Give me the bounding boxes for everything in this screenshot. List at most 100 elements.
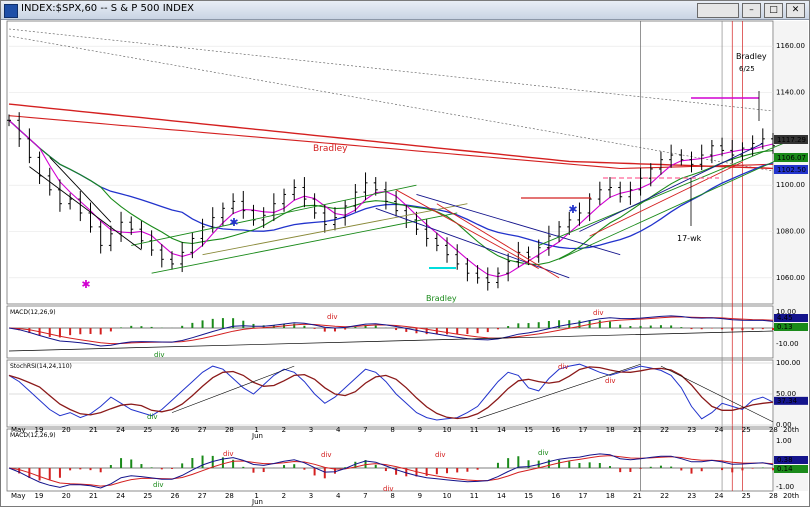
- price-bar: [689, 151, 694, 173]
- date-tick-label: 23: [687, 492, 696, 500]
- macd-value-box: [774, 323, 808, 331]
- date-tick-label: 22: [660, 426, 669, 434]
- close-icon[interactable]: ✕: [786, 3, 805, 18]
- app-icon: [4, 4, 18, 18]
- panel-frames: [6, 20, 774, 492]
- date-tick-label: 24: [116, 492, 125, 500]
- macd-line: [8, 315, 774, 347]
- channel-line: [589, 161, 743, 237]
- stoch-trendline: [660, 365, 774, 423]
- date-tick-label: 19: [35, 426, 44, 434]
- date-tick-label: 20: [62, 492, 71, 500]
- date-tick-label: 2: [282, 492, 286, 500]
- price-bar: [88, 202, 93, 233]
- channel-line: [131, 184, 417, 246]
- stochrsi-line: [8, 363, 774, 421]
- date-tick-label: 10: [443, 426, 452, 434]
- price-bar: [465, 258, 470, 282]
- price-bar: [445, 237, 450, 263]
- price-bar: [57, 179, 62, 212]
- price-bar: [628, 181, 633, 205]
- date-tick-label: 28: [225, 492, 234, 500]
- date-tick-label: 14: [497, 426, 506, 434]
- date-tick-label: 28: [769, 492, 778, 500]
- macd-value-box: [774, 314, 808, 322]
- price-bar: [475, 265, 480, 284]
- price-bar: [129, 216, 134, 235]
- price-bar: [709, 139, 714, 164]
- date-tick-label: 24: [715, 492, 724, 500]
- price-bar: [312, 193, 317, 219]
- price-bar: [302, 177, 307, 208]
- price-bar: [424, 218, 429, 247]
- minimize-icon[interactable]: –: [742, 3, 761, 18]
- ma-red-long-2: [8, 115, 774, 170]
- annotation-label: div: [605, 377, 616, 385]
- channel-line: [151, 212, 458, 274]
- date-tick-label: 25: [143, 426, 152, 434]
- date-tick-label: 27: [198, 426, 207, 434]
- annotation-label: div: [435, 451, 446, 459]
- date-tick-label: 28: [225, 426, 234, 434]
- price-bar: [27, 128, 32, 164]
- stoch-trendline: [477, 363, 641, 420]
- price-bar: [455, 244, 460, 270]
- stochrsi-panel-frame: [6, 359, 774, 428]
- stoch-y-tick-label: 0.00: [776, 421, 792, 429]
- price-y-tick-label: 1160.00: [776, 42, 805, 50]
- window-titlebar: INDEX:$SPX,60 -- S & P 500 INDEX – □ ✕: [1, 1, 809, 20]
- price-bar: [7, 114, 11, 127]
- date-tick-label: 11: [470, 426, 479, 434]
- price-bar: [251, 204, 256, 226]
- macd2-panel-label: MACD(12,26,9): [10, 432, 56, 439]
- date-tick-label: 21: [89, 426, 98, 434]
- date-tick-label: 19: [35, 492, 44, 500]
- annotation-label: div: [147, 413, 158, 421]
- price-bar: [669, 144, 674, 168]
- month-tick-label: 20th: [783, 492, 799, 500]
- macd2-y-tick-label: -1.00: [776, 483, 794, 491]
- stoch-y-tick-label: 100.00: [776, 359, 801, 367]
- macd-y-tick-label: -10.00: [776, 340, 799, 348]
- date-tick-label: 16: [551, 492, 560, 500]
- price-bar: [577, 202, 582, 226]
- date-tick-label: 4: [336, 426, 341, 434]
- date-tick-label: 9: [418, 426, 422, 434]
- date-tick-label: 3: [309, 426, 313, 434]
- ma-red-long: [8, 103, 774, 170]
- ma-green: [8, 119, 774, 265]
- date-tick-label: 25: [143, 492, 152, 500]
- date-tick-label: 18: [606, 426, 615, 434]
- date-tick-label: 17: [579, 426, 588, 434]
- macd-value-box-label: 4.45: [777, 314, 793, 322]
- price-bar: [241, 190, 246, 219]
- price-bar: [658, 151, 663, 175]
- macd-y-tick-label: 10.00: [776, 308, 796, 316]
- price-bar: [373, 177, 378, 196]
- price-bar: [139, 221, 144, 249]
- price-bar: [343, 200, 348, 226]
- maximize-icon[interactable]: □: [764, 3, 783, 18]
- date-tick-label: 17: [579, 492, 588, 500]
- price-bar: [282, 188, 287, 212]
- price-bar: [495, 267, 500, 289]
- price-value-box-label: 1117.29: [777, 136, 806, 144]
- date-tick-label: 16: [551, 426, 560, 434]
- channel-line: [579, 143, 764, 232]
- date-tick-label: 11: [470, 492, 479, 500]
- price-bar: [699, 144, 704, 171]
- price-bar: [771, 133, 775, 154]
- price-bar: [108, 225, 113, 252]
- price-bar: [720, 137, 725, 157]
- toolbar-button[interactable]: [697, 3, 739, 18]
- date-tick-label: 21: [89, 492, 98, 500]
- price-y-tick-label: 1100.00: [776, 181, 805, 189]
- annotation-label: Bradley: [426, 294, 457, 303]
- macd-signal-line: [8, 316, 774, 345]
- channel-line: [558, 156, 784, 260]
- date-tick-label: 8: [390, 492, 394, 500]
- ma-blue: [8, 119, 774, 250]
- date-tick-label: 1: [254, 492, 258, 500]
- macd-panel-label: MACD(12,26,9): [10, 309, 56, 316]
- month-tick-label: Jun: [251, 432, 263, 440]
